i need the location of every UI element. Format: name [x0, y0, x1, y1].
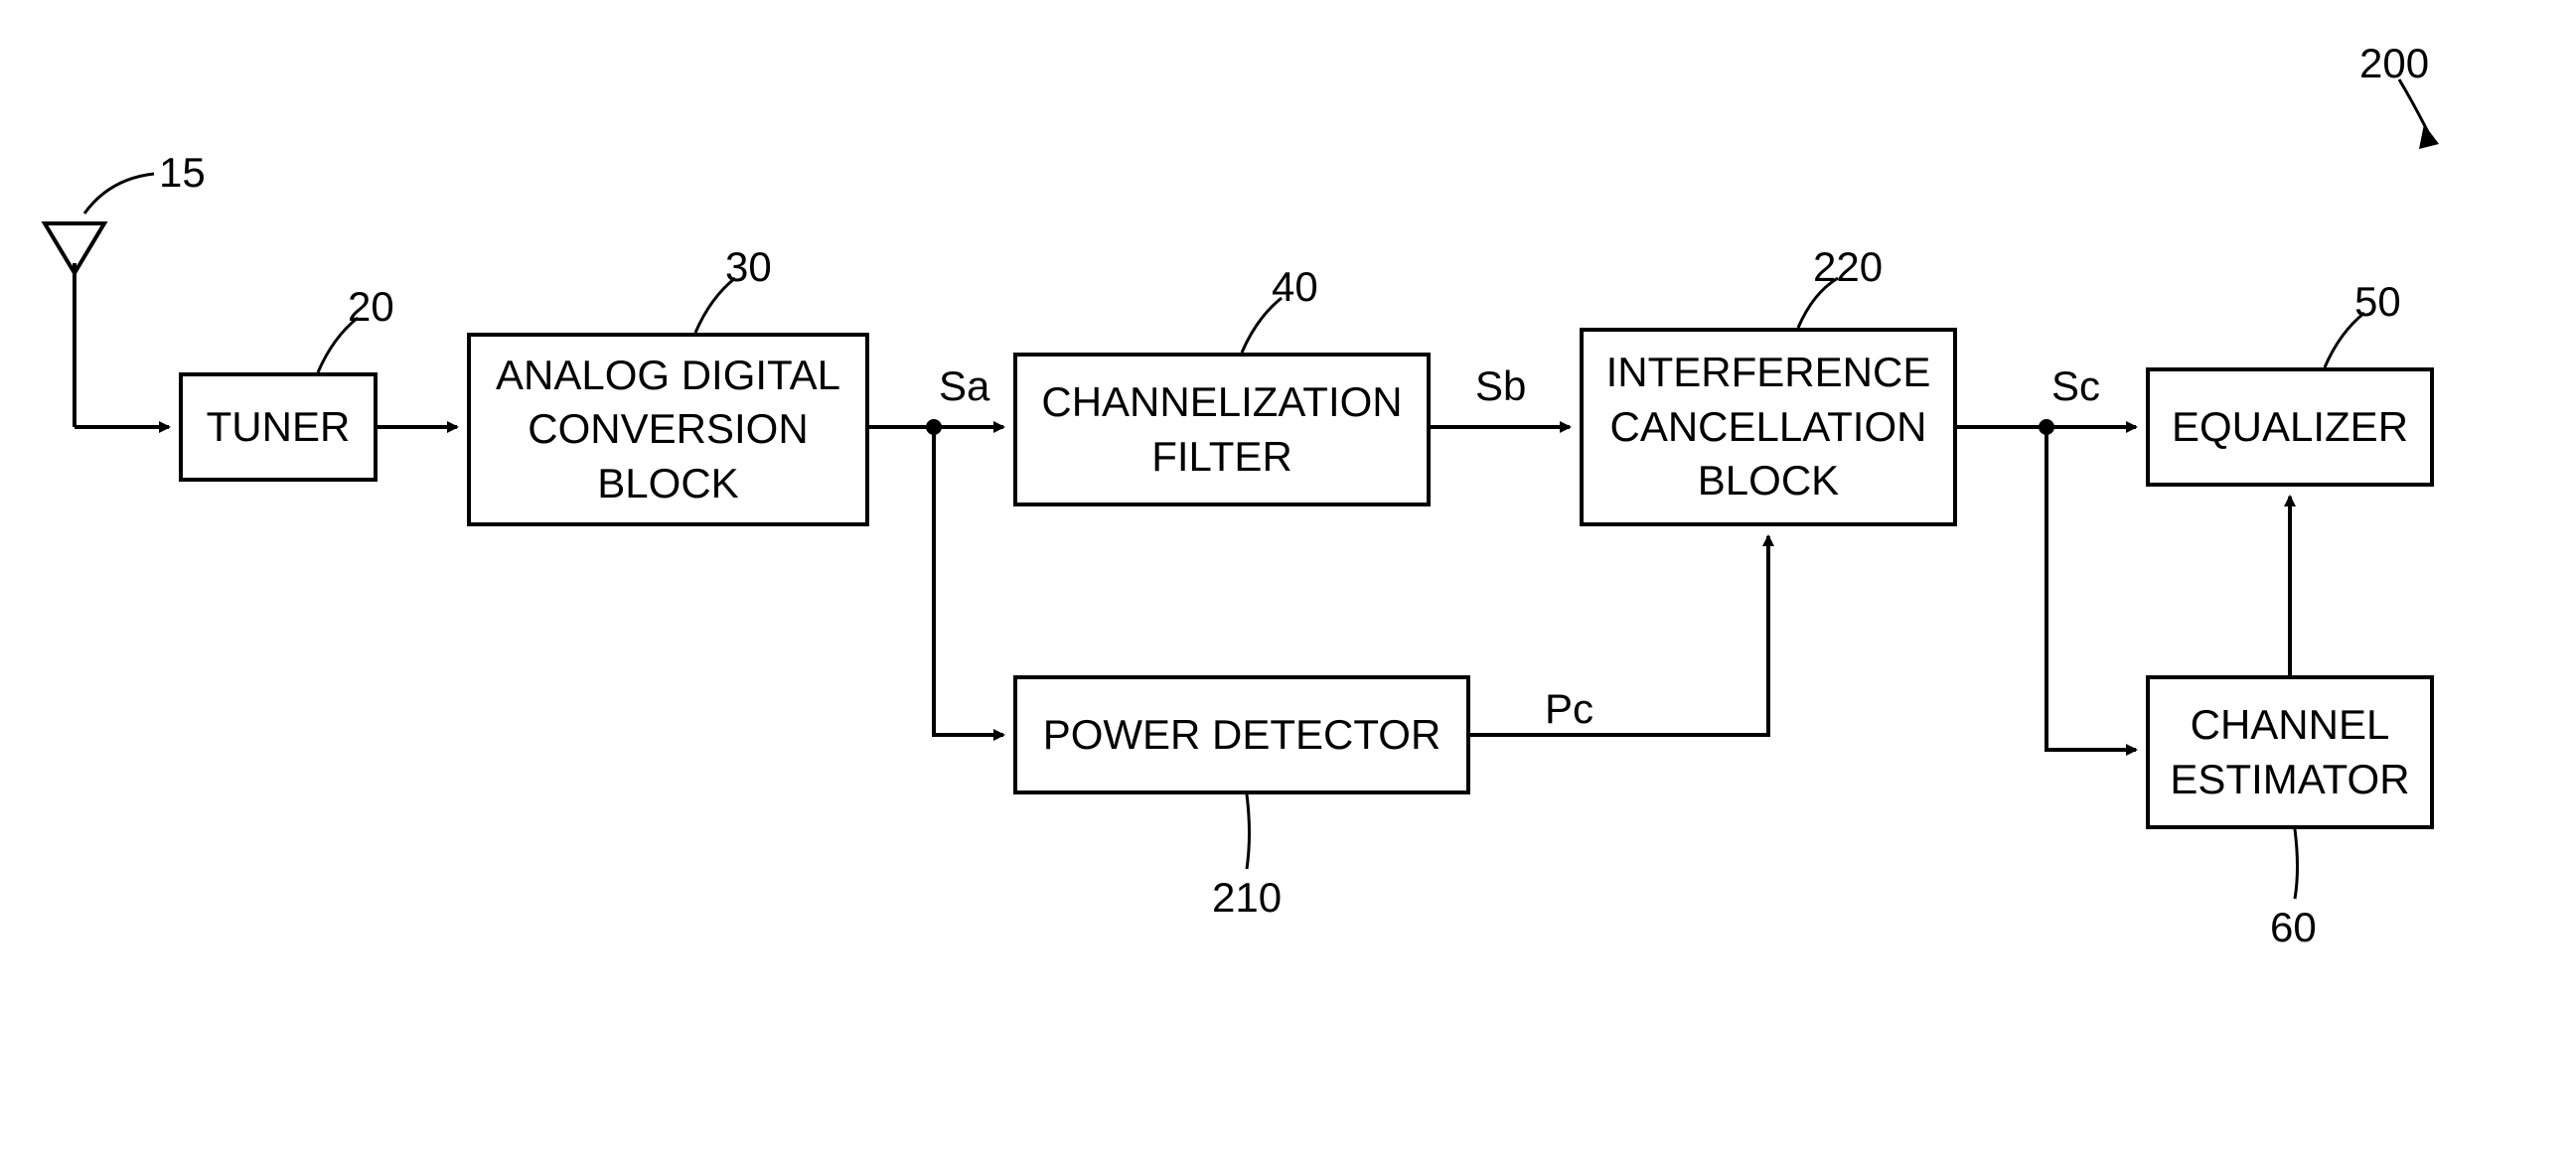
equalizer-block: EQUALIZER	[2146, 367, 2434, 487]
signal-pc: Pc	[1545, 685, 1593, 733]
signal-sc: Sc	[2051, 362, 2100, 410]
ref-tuner: 20	[348, 283, 394, 331]
ref-chfilter: 40	[1272, 263, 1318, 311]
signal-sb: Sb	[1475, 362, 1526, 410]
block-diagram: TUNER ANALOG DIGITAL CONVERSION BLOCK CH…	[0, 0, 2576, 1150]
antenna-icon	[45, 223, 104, 427]
channelization-filter-block: CHANNELIZATION FILTER	[1013, 353, 1431, 506]
power-detector-label: POWER DETECTOR	[1043, 708, 1441, 763]
ref-icb: 220	[1813, 243, 1883, 291]
signal-sa: Sa	[939, 362, 989, 410]
ref-equalizer: 50	[2354, 278, 2401, 326]
equalizer-label: EQUALIZER	[2172, 400, 2408, 455]
channel-estimator-block: CHANNEL ESTIMATOR	[2146, 675, 2434, 829]
ref-antenna: 15	[159, 149, 206, 197]
ref-system: 200	[2359, 40, 2429, 87]
channel-estimator-label: CHANNEL ESTIMATOR	[2170, 698, 2409, 806]
interference-cancellation-label: INTERFERENCE CANCELLATION BLOCK	[1606, 346, 1931, 508]
power-detector-block: POWER DETECTOR	[1013, 675, 1470, 794]
adc-block: ANALOG DIGITAL CONVERSION BLOCK	[467, 333, 869, 526]
diagram-wires	[0, 0, 2576, 1150]
tuner-block: TUNER	[179, 372, 378, 482]
ref-chest: 60	[2270, 904, 2317, 951]
junction-sc	[2039, 419, 2054, 435]
tuner-label: TUNER	[207, 400, 351, 455]
ref-adc: 30	[725, 243, 772, 291]
interference-cancellation-block: INTERFERENCE CANCELLATION BLOCK	[1580, 328, 1957, 526]
adc-label: ANALOG DIGITAL CONVERSION BLOCK	[496, 349, 840, 511]
junction-sa	[926, 419, 942, 435]
ref-pwrdet: 210	[1212, 874, 1282, 922]
channelization-filter-label: CHANNELIZATION FILTER	[1041, 375, 1402, 484]
